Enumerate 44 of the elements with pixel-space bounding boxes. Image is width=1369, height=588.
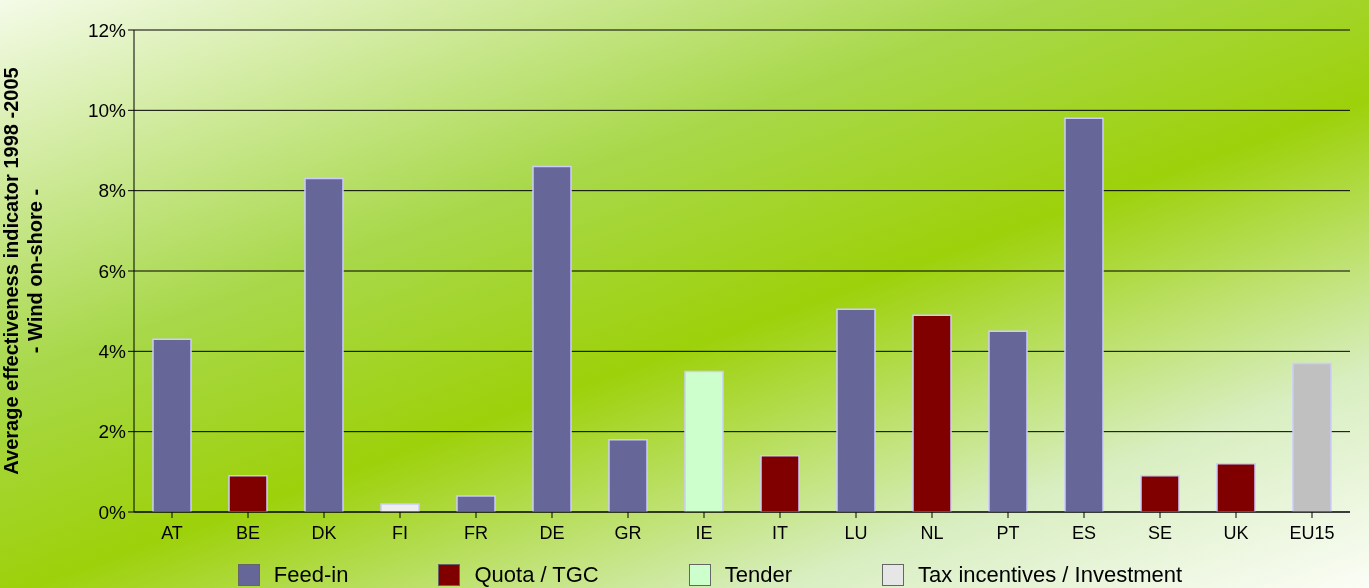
x-tick-label: IT	[772, 522, 788, 543]
x-tick-label: PT	[996, 522, 1020, 543]
legend-label: Tax incentives / Investment	[918, 562, 1183, 588]
bar	[380, 503, 420, 512]
x-tick-label: DE	[539, 522, 565, 543]
bar	[684, 370, 724, 512]
bar	[152, 338, 192, 512]
x-tick-label: SE	[1147, 522, 1173, 543]
y-tick-label: 10%	[87, 100, 127, 122]
y-tick-label: 2%	[98, 421, 127, 443]
bar	[1140, 475, 1180, 512]
x-tick-label: EU15	[1289, 522, 1335, 543]
y-axis-title: Average effectiveness indicator 1998 -2005 - Wind on-shore -	[0, 67, 46, 475]
bar	[456, 495, 496, 512]
y-tick-label: 8%	[98, 180, 127, 202]
y-tick-label: 4%	[98, 341, 127, 363]
x-tick-label: FR	[464, 522, 488, 543]
x-tick-label: FI	[392, 522, 408, 543]
bar	[912, 314, 952, 512]
bar	[836, 308, 876, 512]
bar	[988, 330, 1028, 512]
bar	[228, 475, 268, 512]
legend-label: Quota / TGC	[474, 562, 599, 588]
bar	[304, 177, 344, 512]
bar	[760, 455, 800, 512]
x-tick-label: ES	[1071, 522, 1097, 543]
text: Feed-in	[273, 562, 349, 588]
x-tick-label: GR	[614, 522, 642, 543]
bar	[1292, 362, 1332, 512]
x-tick-label: LU	[844, 522, 868, 543]
bar	[1216, 463, 1256, 512]
x-tick-label: DK	[311, 522, 337, 543]
legend-label: Tender	[724, 562, 793, 588]
x-tick-label: NL	[920, 522, 944, 543]
y-tick-label: 12%	[87, 19, 127, 41]
y-tick-label: 6%	[98, 260, 127, 282]
bar	[532, 165, 572, 512]
x-tick-label: UK	[1223, 522, 1249, 543]
bar	[1064, 117, 1104, 512]
x-tick-label: IE	[695, 522, 713, 543]
x-tick-label: AT	[161, 522, 183, 543]
x-tick-label: BE	[235, 522, 261, 543]
y-tick-label: 0%	[98, 501, 127, 523]
bar	[608, 438, 648, 512]
